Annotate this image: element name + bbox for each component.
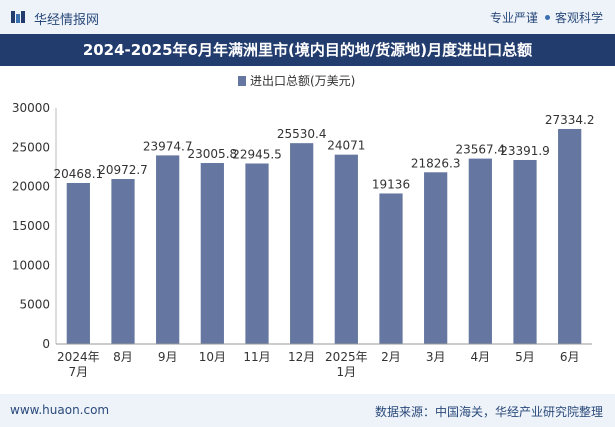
x-tick-label: 2024年 7月 bbox=[57, 350, 100, 379]
y-tick-label: 5000 bbox=[19, 298, 50, 312]
x-tick-label: 10月 bbox=[199, 350, 226, 364]
legend: 进出口总额(万美元) bbox=[238, 74, 355, 88]
y-axis: 0 5000 10000 15000 20000 25000 30000 bbox=[12, 101, 57, 351]
bar bbox=[111, 179, 135, 344]
bar-value-label: 23974.7 bbox=[143, 139, 193, 153]
bar bbox=[66, 182, 90, 344]
chart-title: 2024-2025年6月年满洲里市(境内目的地/货源地)月度进出口总额 bbox=[0, 34, 615, 66]
y-tick-label: 30000 bbox=[12, 101, 50, 115]
x-axis: 2024年 7月 8月 9月 10月 11月 12月 2025年 1月 2月 3月 4月 5月 6月 bbox=[56, 343, 592, 379]
x-tick-label: 8月 bbox=[113, 350, 133, 364]
huajing-logo-icon bbox=[11, 11, 25, 23]
legend-label: 进出口总额(万美元) bbox=[250, 74, 355, 88]
bar-value-label: 19136 bbox=[372, 177, 410, 191]
footer-website: www.huaon.com bbox=[10, 403, 110, 417]
bar-value-label: 20972.7 bbox=[98, 163, 148, 177]
bar-value-label: 20468.1 bbox=[54, 167, 104, 181]
y-tick-label: 15000 bbox=[12, 219, 50, 233]
slogan-tag-1: 专业严谨 bbox=[489, 11, 538, 25]
bar-value-label: 23005.8 bbox=[188, 147, 238, 161]
bar-value-label: 25530.4 bbox=[277, 127, 327, 141]
x-tick-label: 5月 bbox=[515, 350, 535, 364]
bar bbox=[424, 172, 448, 344]
bar-value-label: 27334.2 bbox=[545, 113, 595, 127]
bar bbox=[156, 155, 180, 344]
bar bbox=[558, 128, 582, 344]
bar bbox=[468, 158, 492, 344]
x-tick-label: 2025年 1月 bbox=[325, 350, 368, 379]
x-tick-label: 9月 bbox=[158, 350, 178, 364]
slogan: 专业严谨 客观科学 bbox=[490, 9, 603, 26]
legend-swatch bbox=[238, 76, 246, 86]
top-header-bar: 华经情报网 专业严谨 客观科学 bbox=[0, 0, 615, 34]
bullet-dot-icon bbox=[544, 15, 550, 20]
y-tick-label: 0 bbox=[42, 337, 50, 351]
x-tick-label: 4月 bbox=[471, 350, 491, 364]
bar bbox=[513, 159, 537, 344]
bar bbox=[245, 163, 269, 344]
bar-chart: 进出口总额(万美元) 0 5000 10000 15000 20000 25000 3000… bbox=[12, 74, 595, 379]
bar-value-label: 22945.5 bbox=[232, 147, 282, 161]
x-tick-label: 6月 bbox=[560, 350, 580, 364]
brand-name: 华经情报网 bbox=[34, 13, 100, 28]
y-tick-label: 10000 bbox=[12, 258, 50, 272]
bar bbox=[379, 193, 403, 344]
x-tick-label: 11月 bbox=[243, 350, 270, 364]
x-tick-label: 2月 bbox=[381, 350, 401, 364]
bar-value-label: 23567.4 bbox=[456, 143, 506, 157]
x-tick-label: 3月 bbox=[426, 350, 446, 364]
footer-source: 数据来源：中国海关，华经产业研究院整理 bbox=[374, 405, 603, 419]
y-tick-label: 20000 bbox=[12, 180, 50, 194]
bar bbox=[200, 163, 224, 344]
y-tick-label: 25000 bbox=[12, 140, 50, 154]
footer-bar: www.huaon.com 数据来源：中国海关，华经产业研究院整理 bbox=[0, 394, 615, 427]
x-tick-label: 12月 bbox=[288, 350, 315, 364]
bar bbox=[334, 154, 358, 344]
bar-value-label: 24071 bbox=[327, 139, 365, 153]
slogan-tag-2: 客观科学 bbox=[554, 11, 603, 25]
bar-value-label: 21826.3 bbox=[411, 156, 461, 170]
bar-value-label: 23391.9 bbox=[500, 144, 550, 158]
bar bbox=[290, 143, 314, 344]
